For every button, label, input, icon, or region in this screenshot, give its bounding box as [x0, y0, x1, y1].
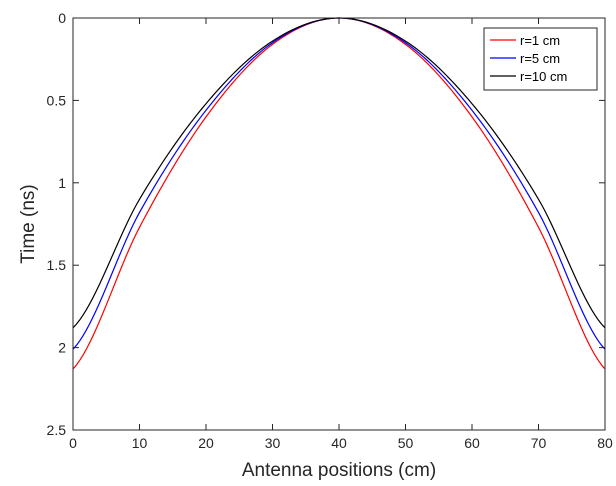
- x-tick-label: 40: [331, 435, 347, 451]
- legend-label: r=5 cm: [520, 51, 560, 66]
- y-tick-label: 2.5: [47, 422, 67, 438]
- y-tick-label: 1: [58, 175, 66, 191]
- x-tick-label: 20: [198, 435, 214, 451]
- x-tick-label: 50: [398, 435, 414, 451]
- y-axis-title: Time (ns): [18, 184, 39, 264]
- x-tick-label: 80: [597, 435, 613, 451]
- legend: r=1 cm r=5 cm r=10 cm: [483, 27, 598, 91]
- legend-box: [483, 27, 598, 91]
- x-tick-label: 60: [464, 435, 480, 451]
- x-tick-label: 0: [69, 435, 77, 451]
- y-tick-label: 0.5: [47, 92, 67, 108]
- ticks-layer: 0 10 20 30 40 50 60 70 80 0 0.5 1 1.5 2 2.5: [47, 10, 613, 451]
- x-tick-label: 70: [531, 435, 547, 451]
- y-tick-label: 1.5: [47, 257, 67, 273]
- legend-label: r=1 cm: [520, 33, 560, 48]
- y-tick-label: 2: [58, 340, 66, 356]
- x-tick-label: 30: [265, 435, 281, 451]
- x-axis-title: Antenna positions (cm): [242, 460, 436, 481]
- legend-label: r=10 cm: [520, 69, 567, 84]
- y-tick-label: 0: [58, 10, 66, 26]
- x-tick-label: 10: [132, 435, 148, 451]
